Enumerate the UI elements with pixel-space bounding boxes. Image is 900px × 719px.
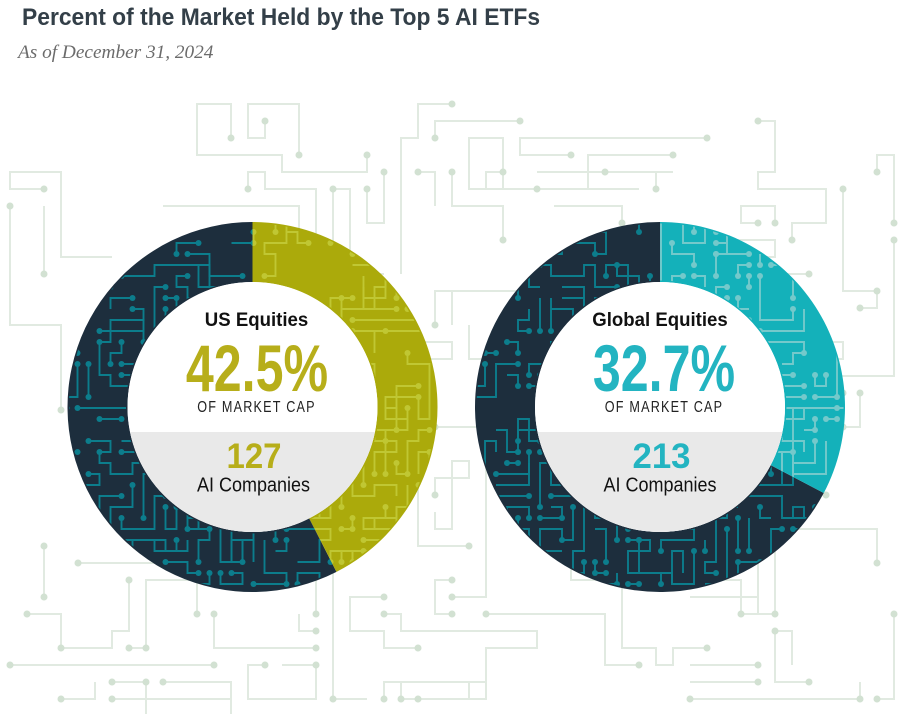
svg-text:Global Equities: Global Equities [592,309,727,330]
svg-text:OF MARKET CAP: OF MARKET CAP [605,399,724,417]
svg-text:AI Companies: AI Companies [197,475,310,497]
svg-text:42.5%: 42.5% [186,332,328,405]
svg-text:AI Companies: AI Companies [604,475,717,497]
svg-text:32.7%: 32.7% [593,332,735,405]
svg-text:Percent of the Market Held by: Percent of the Market Held by the Top 5 … [22,4,540,31]
svg-text:127: 127 [226,437,281,476]
svg-text:OF MARKET CAP: OF MARKET CAP [197,399,316,417]
svg-text:US Equities: US Equities [205,309,308,330]
svg-text:213: 213 [632,437,690,476]
svg-text:As of December 31, 2024: As of December 31, 2024 [16,42,214,63]
